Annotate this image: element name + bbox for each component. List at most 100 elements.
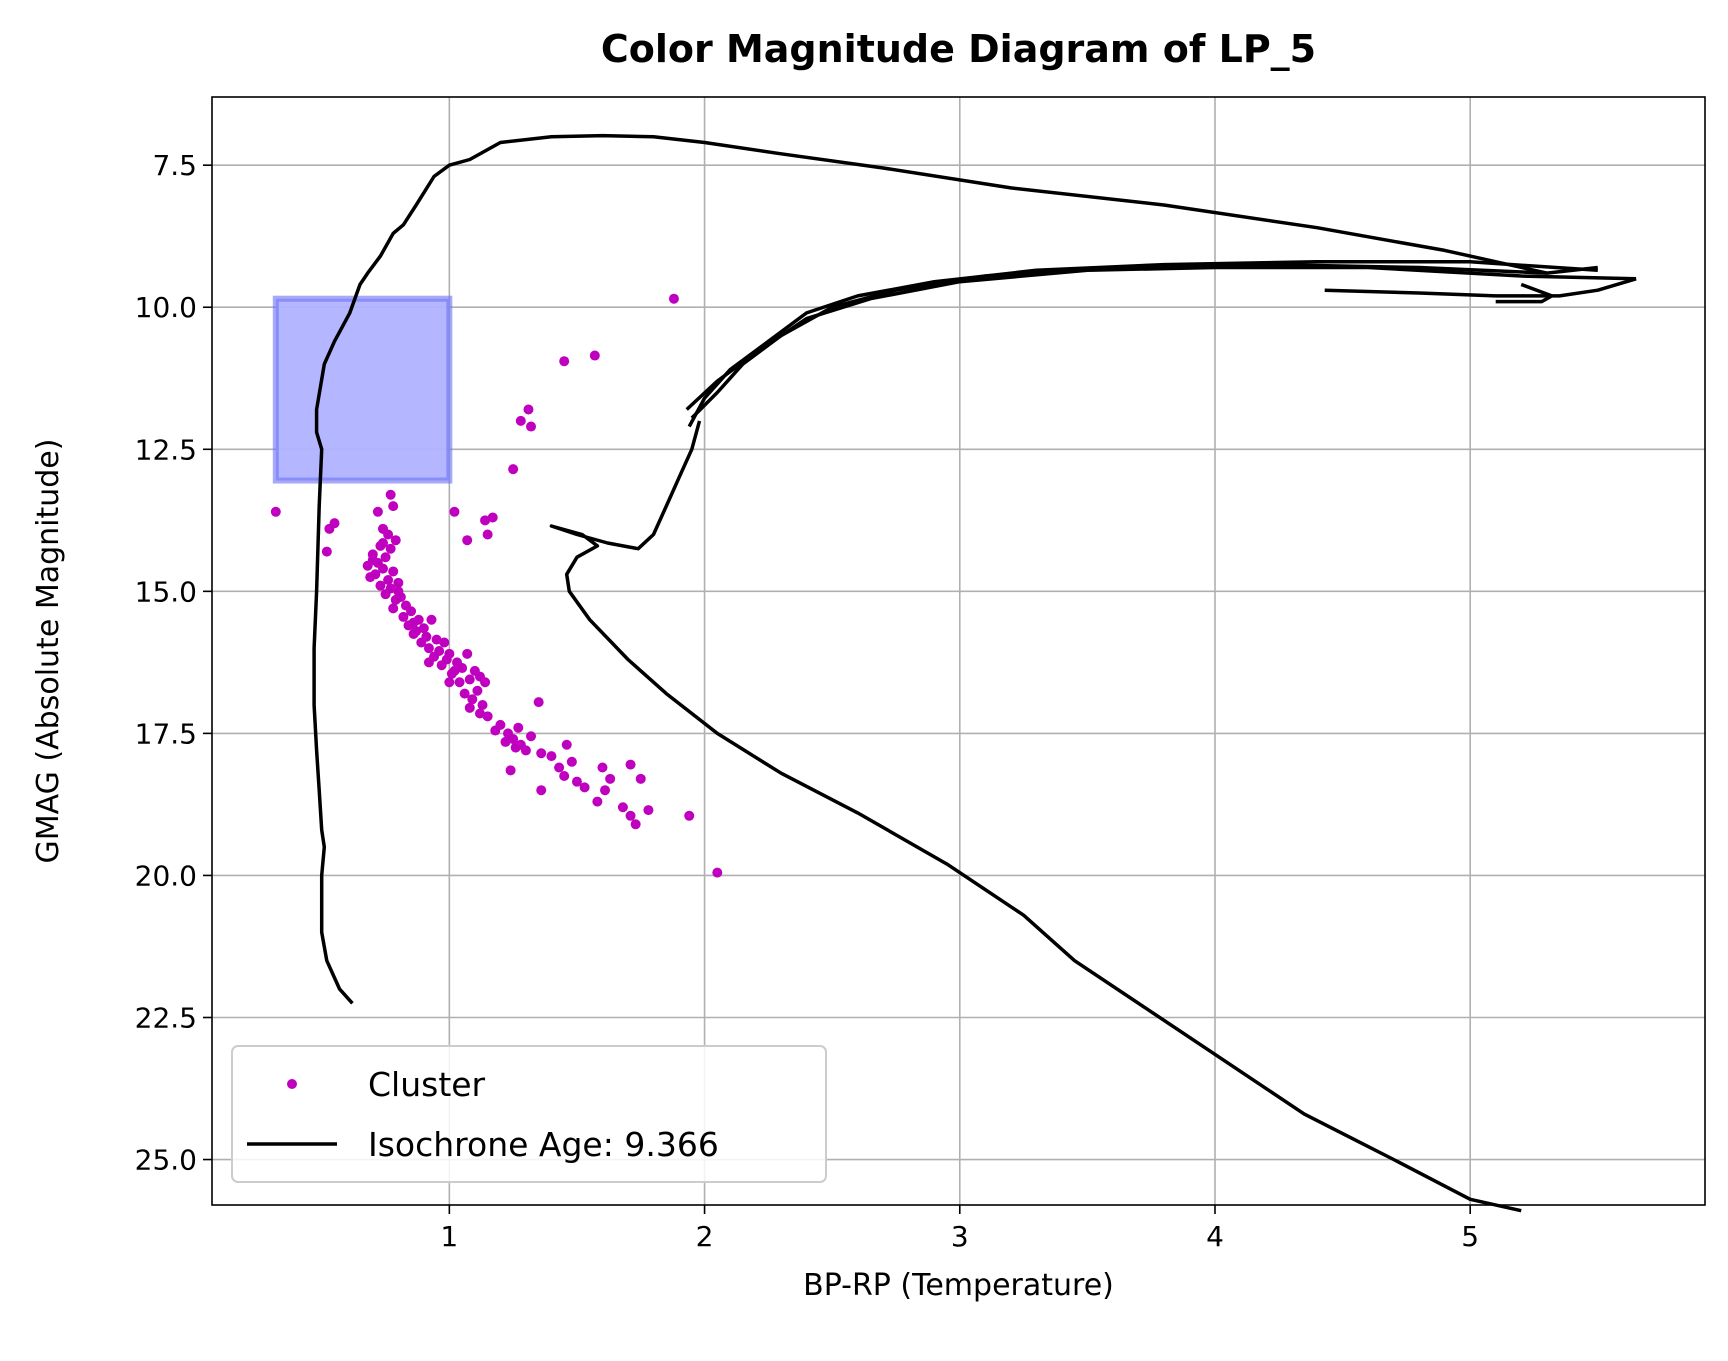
cluster-point <box>388 566 399 577</box>
cluster-point <box>467 694 478 705</box>
cluster-point <box>449 506 460 517</box>
cluster-point <box>533 697 544 708</box>
cluster-point <box>390 535 401 546</box>
cluster-point <box>367 549 378 560</box>
cluster-point <box>500 736 511 747</box>
cluster-point <box>365 572 376 583</box>
cluster-point <box>526 421 537 432</box>
cluster-point <box>523 404 534 415</box>
legend-isochrone-label: Isochrone Age: 9.366 <box>368 1125 719 1164</box>
y-tick-label: 15.0 <box>135 575 197 608</box>
cluster-point <box>390 594 401 605</box>
highlight-box-layer <box>272 295 453 484</box>
cluster-point <box>589 350 600 361</box>
cluster-point <box>377 563 388 574</box>
cluster-point <box>482 711 493 722</box>
cluster-point <box>383 529 394 540</box>
cluster-point <box>464 674 475 685</box>
cluster-point <box>406 606 417 617</box>
cluster-point <box>459 688 470 699</box>
cluster-point <box>617 802 628 813</box>
cluster-point <box>513 722 524 733</box>
y-tick-label: 12.5 <box>135 433 197 466</box>
isochrone-layer <box>312 133 1637 1213</box>
cluster-point <box>436 660 447 671</box>
cluster-point <box>383 574 394 585</box>
chart-title: Color Magnitude Diagram of LP_5 <box>601 27 1316 71</box>
isochrone-line <box>685 265 1637 411</box>
cluster-point <box>423 643 434 654</box>
y-tick-label: 25.0 <box>135 1144 197 1177</box>
cluster-point <box>324 523 335 534</box>
cluster-point <box>536 748 547 759</box>
cluster-point <box>554 762 565 773</box>
cluster-point <box>546 751 557 762</box>
cluster-point <box>487 512 498 523</box>
cluster-point <box>472 685 483 696</box>
cluster-point <box>510 742 521 753</box>
cluster-point <box>605 773 616 784</box>
cluster-point <box>526 731 537 742</box>
cluster-point <box>579 782 590 793</box>
cluster-point <box>490 725 501 736</box>
cluster-point <box>388 603 399 614</box>
cluster-point <box>372 506 383 517</box>
cluster-point <box>566 756 577 767</box>
cluster-point <box>375 580 386 591</box>
isochrone-line <box>1324 277 1637 298</box>
x-tick-label: 4 <box>1206 1220 1224 1253</box>
cluster-point <box>592 796 603 807</box>
cluster-point <box>439 637 450 648</box>
cluster-point <box>508 734 519 745</box>
isochrone-line <box>1495 282 1554 304</box>
cluster-point <box>408 628 419 639</box>
y-tick-label: 17.5 <box>135 717 197 750</box>
cluster-point <box>362 560 373 571</box>
x-tick-label: 3 <box>951 1220 969 1253</box>
cluster-point <box>630 819 641 830</box>
cluster-point <box>536 785 547 796</box>
cluster-point <box>597 762 608 773</box>
cluster-point <box>321 546 332 557</box>
x-tick-label: 5 <box>1461 1220 1479 1253</box>
cluster-points-layer <box>270 293 723 878</box>
cluster-point <box>444 677 455 688</box>
cluster-point <box>385 543 396 554</box>
plot-frame <box>211 96 1706 1206</box>
y-tick-label: 22.5 <box>135 1001 197 1034</box>
cluster-point <box>625 759 636 770</box>
cluster-point <box>418 623 429 634</box>
cluster-point <box>398 611 409 622</box>
cluster-point <box>480 515 491 526</box>
x-axis-label: BP-RP (Temperature) <box>803 1268 1114 1303</box>
y-axis-label: GMAG (Absolute Magnitude) <box>31 439 66 864</box>
cluster-point <box>684 810 695 821</box>
cluster-point <box>464 702 475 713</box>
legend-cluster-marker <box>287 1079 297 1089</box>
cluster-point <box>559 356 570 367</box>
cluster-point <box>477 699 488 710</box>
cluster-point <box>561 739 572 750</box>
cluster-point <box>270 506 281 517</box>
cluster-point <box>571 776 582 787</box>
cluster-point <box>393 586 404 597</box>
legend-box <box>231 1045 827 1183</box>
cluster-point <box>457 663 468 674</box>
cluster-point <box>385 489 396 500</box>
cluster-point <box>416 637 427 648</box>
cluster-point <box>431 634 442 645</box>
cluster-point <box>712 867 723 878</box>
cluster-point <box>635 773 646 784</box>
axis-ticks: 1 2 3 4 5 7.5 10.0 12.5 15.0 17.5 20.0 22.5 25.0 <box>135 149 1479 1253</box>
cluster-point <box>380 552 391 563</box>
x-tick-label: 1 <box>440 1220 458 1253</box>
cluster-point <box>625 810 636 821</box>
legend: Cluster Isochrone Age: 9.366 <box>231 1045 827 1183</box>
cluster-point <box>449 665 460 676</box>
cluster-point <box>462 535 473 546</box>
cluster-point <box>520 745 531 756</box>
cluster-point <box>377 538 388 549</box>
cluster-point <box>600 785 611 796</box>
cluster-point <box>462 648 473 659</box>
